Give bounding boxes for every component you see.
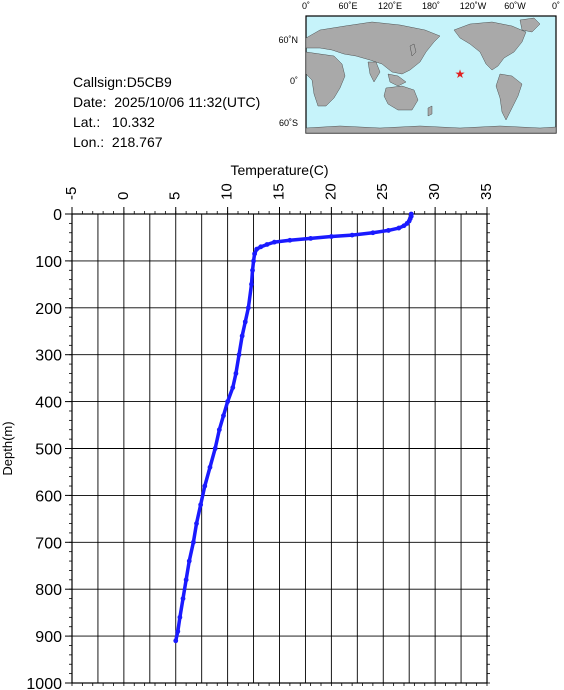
map-lat-label: 0˚ <box>290 76 298 86</box>
y-tick-label: 900 <box>35 629 62 646</box>
callsign-value: D5CB9 <box>126 74 172 90</box>
data-point <box>212 446 218 451</box>
y-tick-label: 500 <box>35 442 62 459</box>
y-tick-label: 400 <box>35 395 62 412</box>
data-point <box>271 239 277 245</box>
data-point <box>287 237 293 243</box>
map-land <box>305 17 557 134</box>
data-point <box>396 225 402 231</box>
y-axis-label: Depth(m) <box>0 421 15 475</box>
x-tick-label: 30 <box>426 183 443 200</box>
y-tick-label: 800 <box>35 582 62 599</box>
data-point <box>186 558 192 564</box>
lon-value: 218.767 <box>111 134 163 150</box>
data-point <box>407 216 413 222</box>
data-point <box>230 385 236 390</box>
data-point <box>308 235 314 241</box>
data-point <box>233 371 239 376</box>
data-point <box>328 234 334 239</box>
map-marker-star: ★ <box>455 67 466 81</box>
data-point <box>258 244 264 250</box>
map-latitude-labels: 60˚N 0˚ 60˚S <box>278 35 298 128</box>
data-point <box>408 213 414 219</box>
y-tick-label: 1000 <box>26 676 62 690</box>
plot-frame <box>71 213 488 684</box>
map-lon-label: 0˚ <box>552 1 560 11</box>
data-point <box>239 333 245 339</box>
x-tick-label: 5 <box>167 192 184 200</box>
y-tick-label: 700 <box>35 535 62 552</box>
lat-line: Lat.: 10.332 <box>73 112 260 132</box>
map-lon-label: 120˚W <box>460 1 487 11</box>
chart-ticks: -5 0 5 10 15 20 25 30 35010020030040050060070080… <box>26 183 495 690</box>
data-point <box>221 413 226 419</box>
map-lon-label: 60˚W <box>504 1 526 11</box>
data-point <box>242 319 248 325</box>
x-tick-label: 0 <box>115 192 132 200</box>
data-point <box>190 539 196 545</box>
data-point <box>198 502 204 508</box>
map-lon-label: 0˚ <box>302 1 310 11</box>
callsign-line: Callsign:D5CB9 <box>73 72 260 92</box>
data-point <box>408 211 414 217</box>
x-tick-label: -5 <box>63 187 80 200</box>
data-point <box>264 242 270 247</box>
x-tick-label: 15 <box>270 183 287 200</box>
data-point <box>401 223 407 229</box>
data-point <box>202 483 208 489</box>
y-tick-label: 0 <box>53 207 62 224</box>
lon-line: Lon.: 218.767 <box>73 132 260 152</box>
map-lon-label: 180˚ <box>422 1 440 11</box>
x-tick-label: 10 <box>219 183 236 200</box>
lat-value: 10.332 <box>111 114 155 130</box>
x-axis-label: Temperature(C) <box>230 162 328 178</box>
data-point <box>370 230 376 236</box>
data-point <box>349 232 355 238</box>
y-tick-label: 300 <box>35 348 62 365</box>
date-label: Date: <box>73 94 107 110</box>
map-lat-label: 60˚S <box>279 118 298 128</box>
chart-series <box>173 211 414 644</box>
date-value: 2025/10/06 11:32(UTC) <box>114 94 261 110</box>
data-point <box>194 521 199 526</box>
map-lat-label: 60˚N <box>278 35 298 45</box>
y-tick-label: 100 <box>35 254 62 271</box>
data-point <box>175 629 181 634</box>
data-point <box>173 638 179 644</box>
x-tick-label: 20 <box>322 183 339 200</box>
map-lon-label: 120˚E <box>378 1 402 11</box>
data-point <box>404 220 410 226</box>
x-tick-label: 35 <box>478 183 495 200</box>
data-point <box>406 218 412 224</box>
station-info: Callsign:D5CB9 Date: 2025/10/06 11:32(UT… <box>73 72 260 152</box>
data-point <box>207 464 213 470</box>
data-point <box>386 228 391 233</box>
data-point <box>245 305 251 311</box>
lon-label: Lon.: <box>73 134 105 150</box>
data-point <box>180 596 186 601</box>
data-point <box>252 251 257 257</box>
data-point <box>250 267 255 273</box>
y-tick-label: 200 <box>35 301 62 318</box>
callsign-label: Callsign: <box>73 74 127 90</box>
world-map: ★ 0˚ 60˚E 120˚E 180˚ 120˚W 60˚W 0˚ 60˚N 0˚ 60˚S <box>278 1 560 134</box>
x-tick-label: 25 <box>374 183 391 200</box>
data-point <box>225 399 231 404</box>
data-point <box>216 427 222 433</box>
date-line: Date: 2025/10/06 11:32(UTC) <box>73 92 260 112</box>
chart-grid <box>71 213 488 684</box>
data-point <box>236 352 242 358</box>
data-point <box>177 614 183 620</box>
lat-label: Lat.: <box>73 114 101 130</box>
map-lon-label: 60˚E <box>338 1 357 11</box>
data-point <box>254 246 260 252</box>
y-tick-label: 600 <box>35 488 62 505</box>
data-point <box>249 281 254 287</box>
map-longitude-labels: 0˚ 60˚E 120˚E 180˚ 120˚W 60˚W 0˚ <box>302 1 560 11</box>
data-point <box>183 577 189 583</box>
series-line <box>174 212 414 643</box>
data-point <box>251 258 256 264</box>
